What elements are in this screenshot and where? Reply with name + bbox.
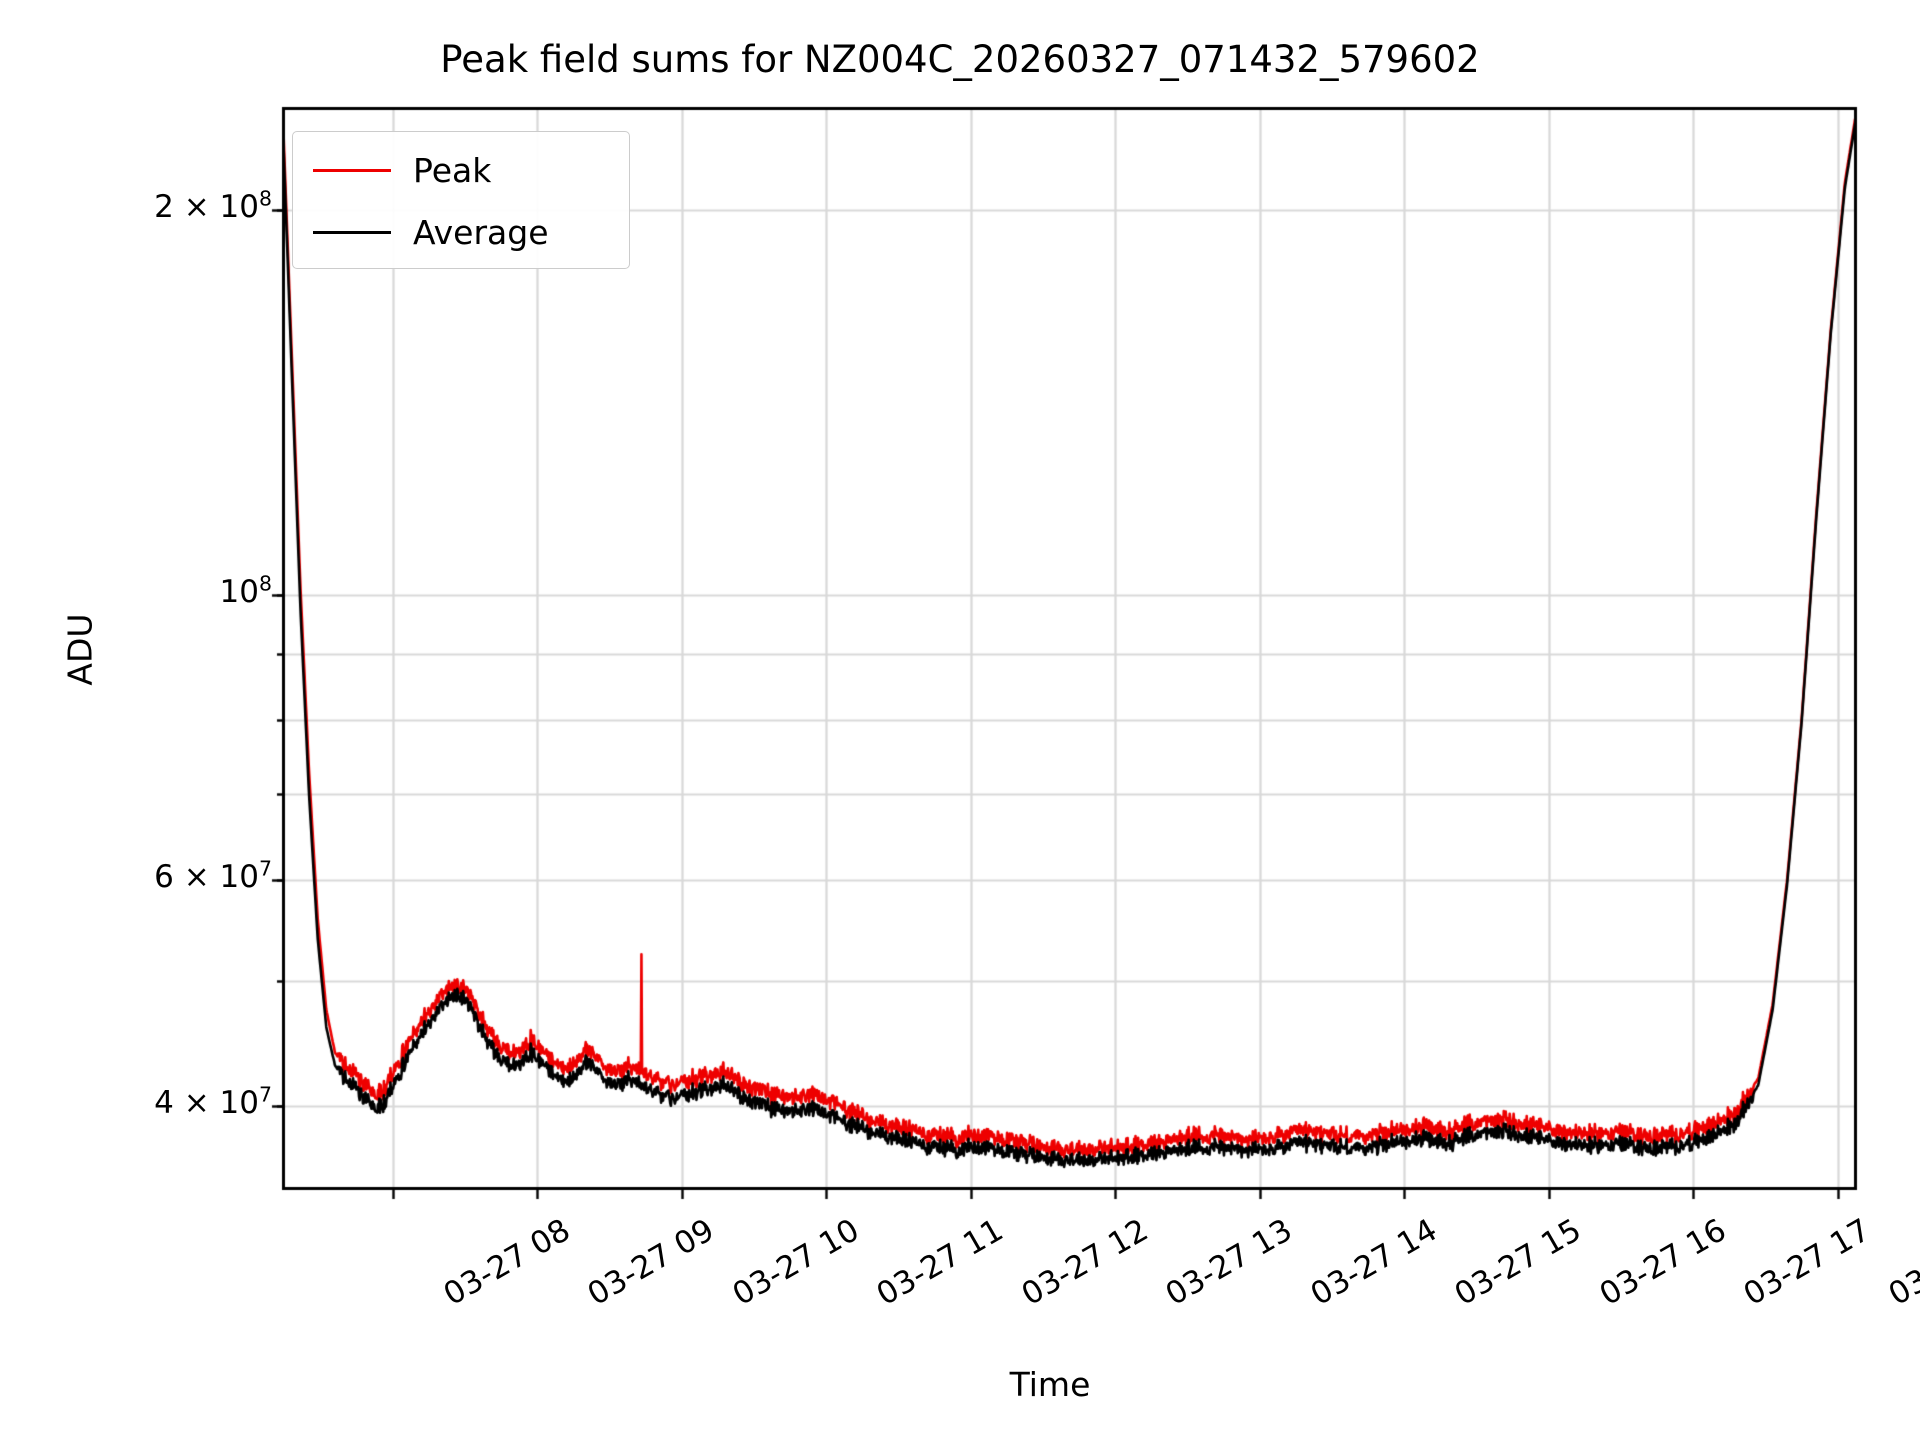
legend-item-peak: Peak [293, 138, 629, 202]
legend-swatch-average [313, 230, 391, 234]
x-axis-label: Time [1009, 1365, 1091, 1404]
chart-legend: Peak Average [292, 131, 630, 269]
y-axis-label: ADU [60, 613, 100, 686]
chart-title: Peak field sums for NZ004C_20260327_0714… [440, 38, 1480, 81]
legend-label-peak: Peak [413, 150, 492, 190]
legend-swatch-peak [313, 168, 391, 172]
y-tick-label: 6 × 107 [154, 856, 272, 895]
y-tick-label: 108 [219, 572, 272, 611]
y-tick-label: 2 × 108 [154, 186, 272, 225]
y-tick-label: 4 × 107 [154, 1082, 272, 1121]
legend-item-average: Average [293, 200, 629, 264]
legend-label-average: Average [413, 212, 549, 252]
